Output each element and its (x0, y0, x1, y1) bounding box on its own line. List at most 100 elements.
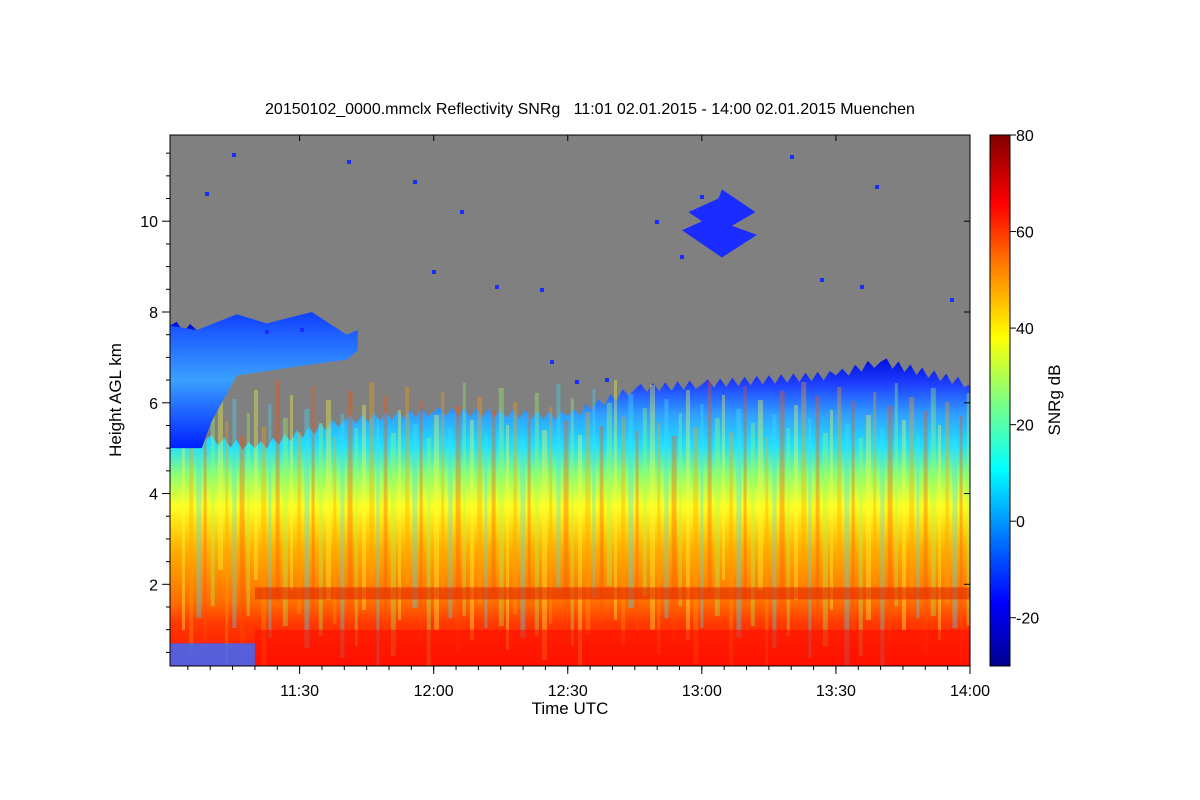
colorbar-tick-label: -20 (1016, 611, 1039, 628)
field-streak (520, 439, 526, 638)
field-streak (858, 438, 863, 656)
field-streak (722, 395, 725, 580)
field-streak (902, 420, 906, 630)
field-streak (642, 408, 647, 596)
field-streak (750, 423, 755, 626)
y-tick-label: 4 (149, 487, 158, 504)
field-streak (959, 416, 963, 662)
field-streak (693, 427, 699, 664)
field-streak (909, 397, 915, 594)
field-streak (542, 430, 547, 660)
field-streak (592, 389, 596, 598)
field-streak (678, 413, 682, 606)
speckles (205, 153, 954, 384)
field-streak (786, 428, 790, 636)
field-streak (599, 426, 604, 622)
x-axis-label: Time UTC (532, 699, 609, 718)
field-streak (311, 386, 315, 612)
field-streak (563, 421, 569, 612)
field-streak (851, 401, 855, 632)
bright-band (254, 587, 970, 600)
y-axis-label: Height AGL km (106, 343, 125, 457)
field-streak (815, 396, 820, 622)
field-streak (822, 433, 828, 646)
field-streak (700, 404, 704, 628)
field-streak (203, 431, 207, 642)
colorbar-tick-label: 0 (1016, 514, 1025, 531)
speckle (540, 288, 544, 292)
field-streak (714, 418, 720, 616)
field-streak (549, 407, 553, 624)
speckle (347, 160, 351, 164)
speckle (413, 180, 417, 184)
clutter-region (170, 643, 255, 666)
field-streak (455, 406, 461, 652)
field-streak (232, 399, 237, 628)
x-tick-label: 13:30 (816, 683, 856, 700)
field-streak (570, 398, 574, 646)
field-streak (326, 400, 331, 600)
field-streak (261, 427, 267, 666)
field-streak (866, 415, 871, 620)
field-streak (923, 411, 928, 652)
field-streak (808, 419, 812, 658)
field-streak (196, 394, 202, 618)
field-streak (534, 393, 539, 636)
speckle (655, 220, 659, 224)
field-streak (844, 424, 850, 666)
speckle (875, 185, 879, 189)
x-tick-label: 11:30 (280, 683, 319, 700)
field-streak (498, 388, 504, 626)
field-streak (743, 386, 747, 602)
field-streak (246, 413, 250, 616)
field-streak (556, 384, 561, 588)
field-streak (290, 395, 293, 590)
field-streak (513, 402, 518, 614)
y-tick-label: 6 (149, 396, 158, 413)
x-tick-label: 12:00 (414, 683, 454, 700)
field-streak (268, 404, 272, 638)
speckle (460, 210, 464, 214)
cirrus-patch (681, 189, 757, 258)
field-streak (282, 418, 288, 626)
field-streak (736, 409, 742, 638)
field-streak (758, 400, 763, 590)
field-streak (362, 405, 366, 610)
field-streak (441, 392, 445, 594)
field-streak (506, 425, 509, 650)
field-streak (218, 385, 223, 570)
field-streak (491, 411, 496, 592)
field-streak (686, 390, 690, 640)
field-streak (628, 394, 634, 608)
speckle (232, 153, 236, 157)
field-streak (426, 438, 431, 666)
field-streak (470, 420, 474, 640)
field-streak (794, 405, 798, 600)
field-streak (765, 437, 769, 666)
field-streak (189, 417, 194, 654)
reflectivity-field (170, 321, 970, 666)
speckle (680, 255, 684, 259)
colorbar-tick-label: 80 (1016, 128, 1034, 145)
speckle (300, 328, 304, 332)
field-streak (772, 414, 777, 648)
plot-frame (169, 134, 971, 667)
field-streak (779, 391, 785, 612)
field-streak (383, 396, 388, 632)
field-streak (412, 424, 418, 608)
field-streak (873, 392, 877, 584)
field-streak (837, 387, 842, 574)
speckle (495, 285, 499, 289)
field-streak (275, 381, 280, 602)
field-streak (606, 403, 612, 586)
speckle (790, 155, 794, 159)
colorbar-tick-label: 60 (1016, 225, 1034, 242)
field-streak (887, 406, 893, 642)
field-streak (729, 432, 734, 666)
field-streak (225, 422, 229, 664)
field-streak (448, 429, 453, 618)
speckle (950, 298, 954, 302)
field-streaks (182, 380, 970, 666)
speckle (860, 285, 864, 289)
field-streak (585, 412, 591, 634)
